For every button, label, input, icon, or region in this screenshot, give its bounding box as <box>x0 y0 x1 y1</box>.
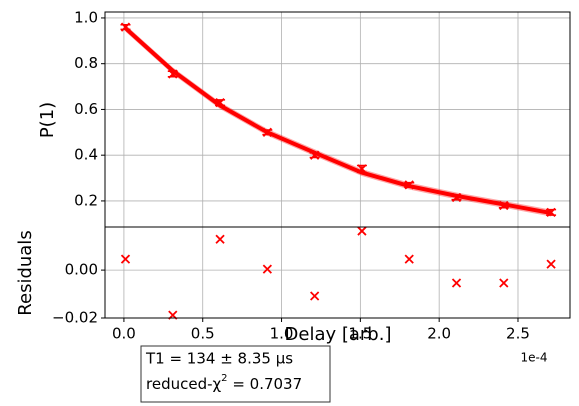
annotation-text: reduced-χ <box>146 375 222 393</box>
x-tick-label: 0.0 <box>112 325 136 343</box>
y-tick-label: −0.02 <box>52 309 98 327</box>
marker <box>310 291 320 301</box>
marker <box>546 259 556 269</box>
annotation-sup: 2 <box>221 373 227 384</box>
annotation-line: T1 = 134 ± 8.35 µs <box>145 350 293 368</box>
marker <box>499 200 509 211</box>
marker-cross <box>404 254 414 264</box>
axes-frame <box>104 226 571 319</box>
y-axis-label: Residuals <box>15 230 36 315</box>
x-tick-label: 1.5 <box>348 325 372 343</box>
x-tick-label: 2.5 <box>506 325 530 343</box>
annotation-box <box>140 345 331 403</box>
fit-band <box>125 24 552 217</box>
marker-cross <box>310 291 320 301</box>
y-tick-label: 1.0 <box>74 8 98 26</box>
marker <box>451 278 462 288</box>
x-offset-label: 1e-4 <box>521 351 548 365</box>
x-axis-label: Delay [arb.] <box>285 324 392 345</box>
marker-cross <box>357 226 367 236</box>
marker-cross <box>451 278 462 288</box>
marker-cross <box>215 234 225 244</box>
x-tick-label: 1.0 <box>270 325 294 343</box>
marker <box>404 254 414 264</box>
marker-cross <box>262 264 272 274</box>
marker-cross <box>262 127 272 137</box>
marker <box>451 192 462 203</box>
y-tick-label: 0.6 <box>74 100 98 118</box>
y-tick-label: 0.00 <box>65 261 98 279</box>
marker-cross <box>357 164 367 174</box>
marker-cross <box>120 22 131 32</box>
y-tick-label: 0.4 <box>74 146 98 164</box>
marker-cross <box>451 192 462 203</box>
annotation-line: reduced-χ2 = 0.7037 <box>146 373 302 393</box>
fit-line <box>124 26 552 216</box>
marker <box>310 150 320 160</box>
marker <box>546 207 556 217</box>
y-axis-label: P(1) <box>37 102 58 138</box>
axes-frame <box>104 11 571 228</box>
marker-cross <box>546 207 556 217</box>
marker <box>357 164 367 174</box>
x-tick-label: 0.5 <box>191 325 215 343</box>
annotation-text: = 0.7037 <box>228 375 303 393</box>
marker <box>120 22 131 32</box>
marker <box>120 254 131 264</box>
marker-cross <box>168 69 178 79</box>
marker-cross <box>310 150 320 160</box>
marker <box>262 264 272 274</box>
y-tick-label: 0.8 <box>74 54 98 72</box>
marker-cross <box>499 278 509 288</box>
marker-cross <box>215 97 225 108</box>
marker <box>262 127 272 137</box>
marker <box>215 234 225 244</box>
marker-cross <box>120 254 131 264</box>
y-tick-label: 0.2 <box>74 191 98 209</box>
x-tick-label: 2.0 <box>427 325 451 343</box>
marker <box>404 180 414 190</box>
marker-cross <box>499 200 509 211</box>
marker-cross <box>546 259 556 269</box>
marker <box>499 278 509 288</box>
marker-cross <box>404 180 414 190</box>
marker <box>215 97 225 108</box>
marker <box>357 226 367 236</box>
marker <box>168 69 178 79</box>
